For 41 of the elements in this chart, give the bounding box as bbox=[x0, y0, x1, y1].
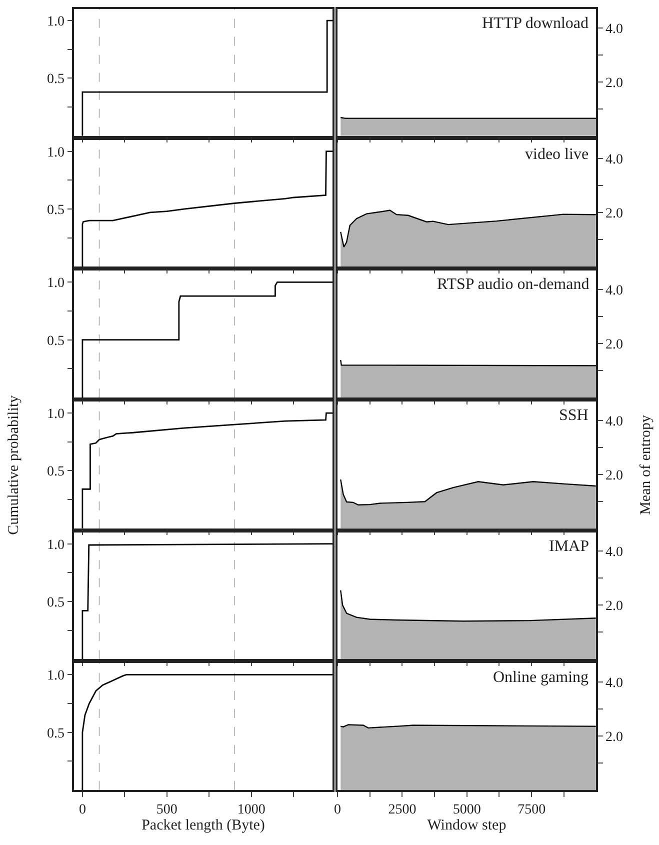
chart-title: HTTP download bbox=[482, 15, 589, 32]
chart-title: video live bbox=[525, 146, 589, 163]
y-tick-label: 4.0 bbox=[606, 414, 624, 430]
x-tick-label: 0 bbox=[78, 802, 86, 818]
y-tick-label: 0.5 bbox=[46, 464, 64, 480]
y-tick-label: 0.5 bbox=[46, 726, 64, 742]
y-tick-label: 1.0 bbox=[46, 668, 64, 684]
y-tick-label: 2.0 bbox=[606, 206, 624, 222]
x-tick-label: 7500 bbox=[518, 802, 546, 818]
chart-title: IMAP bbox=[549, 538, 590, 555]
y-axis-title: Mean of entropy bbox=[638, 414, 654, 515]
y-tick-label: 0.5 bbox=[46, 595, 64, 610]
x-axis-title: Window step bbox=[427, 818, 506, 834]
y-tick-label: 2.0 bbox=[606, 337, 624, 352]
y-tick-label: 1.0 bbox=[46, 14, 64, 30]
x-tick-label: 5000 bbox=[452, 802, 481, 818]
y-tick-label: 1.0 bbox=[46, 145, 64, 160]
y-tick-label: 2.0 bbox=[606, 599, 624, 614]
y-tick-label: 4.0 bbox=[606, 676, 624, 691]
y-tick-label: 4.0 bbox=[606, 545, 624, 560]
chart-title: Online gaming bbox=[493, 669, 589, 686]
y-tick-label: 2.0 bbox=[606, 76, 624, 91]
y-tick-label: 0.5 bbox=[46, 72, 64, 88]
y-tick-label: 1.0 bbox=[46, 276, 64, 292]
y-tick-label: 4.0 bbox=[606, 283, 624, 298]
y-tick-label: 1.0 bbox=[46, 538, 64, 553]
y-tick-label: 2.0 bbox=[606, 468, 624, 484]
x-axis-title: Packet length (Byte) bbox=[142, 818, 265, 834]
x-tick-label: 1000 bbox=[237, 802, 266, 818]
y-axis-title: Cumulative probability bbox=[6, 394, 22, 535]
chart-title: RTSP audio on-demand bbox=[437, 276, 590, 293]
x-tick-label: 0 bbox=[334, 802, 341, 818]
x-tick-label: 500 bbox=[156, 802, 178, 818]
y-tick-label: 0.5 bbox=[46, 334, 64, 349]
y-tick-label: 4.0 bbox=[606, 22, 624, 37]
y-tick-label: 4.0 bbox=[606, 152, 624, 168]
x-tick-label: 2500 bbox=[388, 802, 416, 818]
chart-title: SSH bbox=[559, 407, 589, 424]
y-tick-label: 0.5 bbox=[46, 202, 64, 218]
y-tick-label: 2.0 bbox=[606, 730, 624, 745]
y-tick-label: 1.0 bbox=[46, 406, 64, 422]
